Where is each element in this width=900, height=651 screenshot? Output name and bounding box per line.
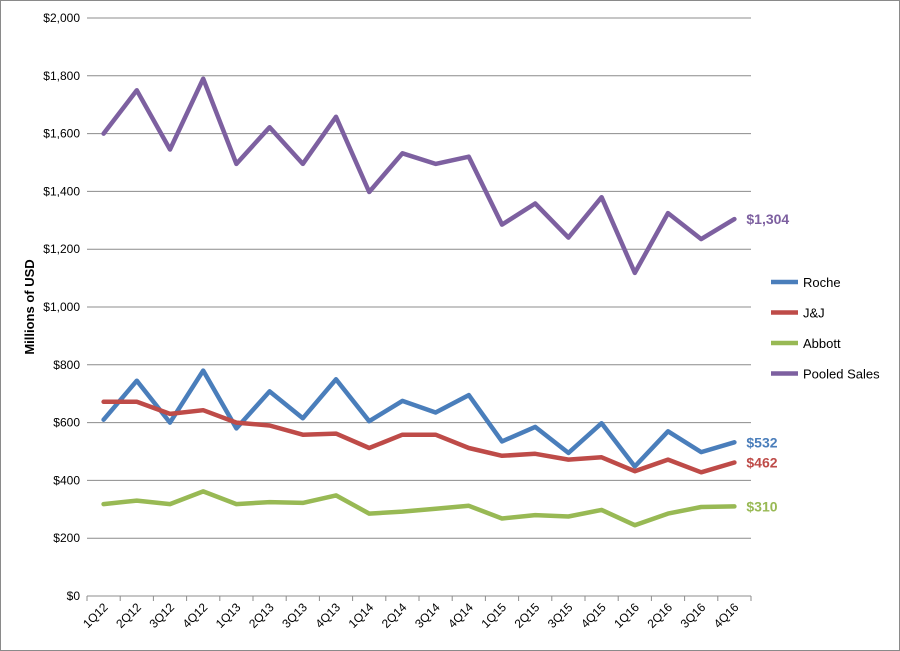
series-line-roche <box>101 368 737 469</box>
end-label-roche: $532 <box>746 434 777 450</box>
x-tick-label: 3Q12 <box>146 600 177 631</box>
x-tick-label: 4Q12 <box>180 600 211 631</box>
legend-entry: Roche <box>803 275 841 290</box>
x-tick-label: 1Q14 <box>346 600 377 631</box>
x-tick-label: 2Q15 <box>512 600 543 631</box>
y-tick-label: $1,400 <box>43 184 80 198</box>
legend-entry: Pooled Sales <box>803 367 880 382</box>
y-tick-label: $800 <box>53 358 80 372</box>
series-lines <box>101 76 737 528</box>
end-label-abbott: $310 <box>746 498 777 514</box>
y-tick-label: $2,000 <box>43 11 80 25</box>
x-tick-label: 2Q16 <box>644 600 675 631</box>
y-axis-label: Millions of USD <box>22 259 37 354</box>
gridlines <box>87 17 751 539</box>
x-tick-label: 2Q14 <box>379 600 410 631</box>
x-tick-label: 1Q13 <box>213 600 244 631</box>
end-label-j-j: $462 <box>746 454 777 470</box>
series-end-labels: $532 $462 $310 $1,304 <box>746 211 789 514</box>
series-line-pooled-sales <box>101 76 737 276</box>
x-axis-tick-labels: 1Q12 2Q12 3Q12 4Q12 1Q13 2Q13 3Q13 4Q13 1Q14 2Q14… <box>80 600 742 631</box>
series-line-j-j <box>101 399 737 475</box>
x-tick-label: 3Q13 <box>279 600 310 631</box>
x-tick-label: 4Q15 <box>578 600 609 631</box>
x-tick-label: 4Q13 <box>312 600 343 631</box>
x-tick-label: 1Q16 <box>611 600 642 631</box>
y-tick-label: $1,800 <box>43 69 80 83</box>
x-tick-label: 2Q13 <box>246 600 277 631</box>
y-tick-label: $200 <box>53 531 80 545</box>
end-label-pooled-sales: $1,304 <box>746 211 789 227</box>
y-tick-label: $600 <box>53 416 80 430</box>
legend-entry: Abbott <box>803 336 841 351</box>
y-tick-label: $1,600 <box>43 127 80 141</box>
series-line-abbott <box>101 489 737 528</box>
y-tick-label: $400 <box>53 473 80 487</box>
legend-entry: J&J <box>803 306 825 321</box>
x-tick-label: 4Q14 <box>445 600 476 631</box>
y-tick-label: $0 <box>67 589 81 603</box>
x-tick-label: 1Q12 <box>80 600 111 631</box>
x-tick-label: 4Q16 <box>711 600 742 631</box>
legend: Roche J&J Abbott Pooled Sales <box>771 275 880 382</box>
x-tick-label: 1Q15 <box>478 600 509 631</box>
x-tick-label: 3Q16 <box>678 600 709 631</box>
y-axis-tick-labels: $0 $200 $400 $600 $800 $1,000 $1,200 $1,400 $1,6… <box>43 11 80 603</box>
y-tick-label: $1,200 <box>43 242 80 256</box>
y-tick-label: $1,000 <box>43 300 80 314</box>
x-tick-label: 3Q14 <box>412 600 443 631</box>
x-tick-label: 3Q15 <box>545 600 576 631</box>
x-tick-label: 2Q12 <box>113 600 144 631</box>
x-axis <box>86 595 752 601</box>
